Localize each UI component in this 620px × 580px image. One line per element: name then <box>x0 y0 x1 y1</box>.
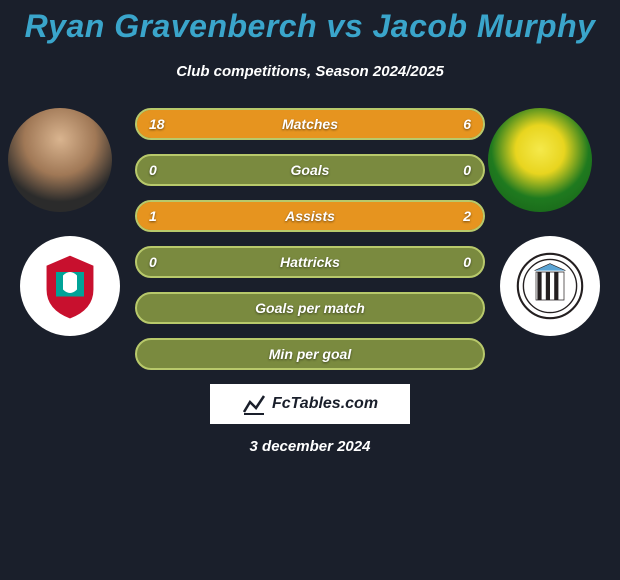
newcastle-icon <box>515 251 585 321</box>
chart-icon <box>242 392 266 416</box>
stat-label: Hattricks <box>280 254 340 270</box>
stat-value-right: 0 <box>463 254 471 270</box>
liverpool-icon <box>35 251 105 321</box>
stat-value-left: 0 <box>149 254 157 270</box>
stat-value-right: 0 <box>463 162 471 178</box>
stat-value-right: 6 <box>463 116 471 132</box>
watermark-text: FcTables.com <box>272 395 378 413</box>
stat-value-left: 1 <box>149 208 157 224</box>
stat-label: Matches <box>282 116 338 132</box>
stat-row: Min per goal <box>135 338 485 370</box>
club-right-badge <box>500 236 600 336</box>
stat-bars: Matches186Goals00Assists12Hattricks00Goa… <box>135 108 485 370</box>
stat-label: Goals <box>291 162 330 178</box>
watermark: FcTables.com <box>210 384 410 424</box>
stat-value-right: 2 <box>463 208 471 224</box>
stat-value-left: 0 <box>149 162 157 178</box>
stat-row: Goals 0 0 <box>135 154 485 186</box>
club-left-badge <box>20 236 120 336</box>
bar-fill-left <box>137 110 397 138</box>
comparison-panel: Matches186Goals00Assists12Hattricks00Goa… <box>0 108 620 370</box>
player-right-avatar <box>488 108 592 212</box>
page-title: Ryan Gravenberch vs Jacob Murphy <box>0 0 620 45</box>
stat-label: Assists <box>285 208 335 224</box>
date-label: 3 december 2024 <box>0 438 620 455</box>
player-left-avatar <box>8 108 112 212</box>
stat-value-left: 18 <box>149 116 165 132</box>
stat-row: Hattricks 0 0 <box>135 246 485 278</box>
stat-row: Goals per match <box>135 292 485 324</box>
stat-label: Goals per match <box>255 300 365 316</box>
stat-label: Min per goal <box>269 346 351 362</box>
stat-row: Assists 1 2 <box>135 200 485 232</box>
stat-row: Matches 18 6 <box>135 108 485 140</box>
subtitle: Club competitions, Season 2024/2025 <box>0 63 620 80</box>
